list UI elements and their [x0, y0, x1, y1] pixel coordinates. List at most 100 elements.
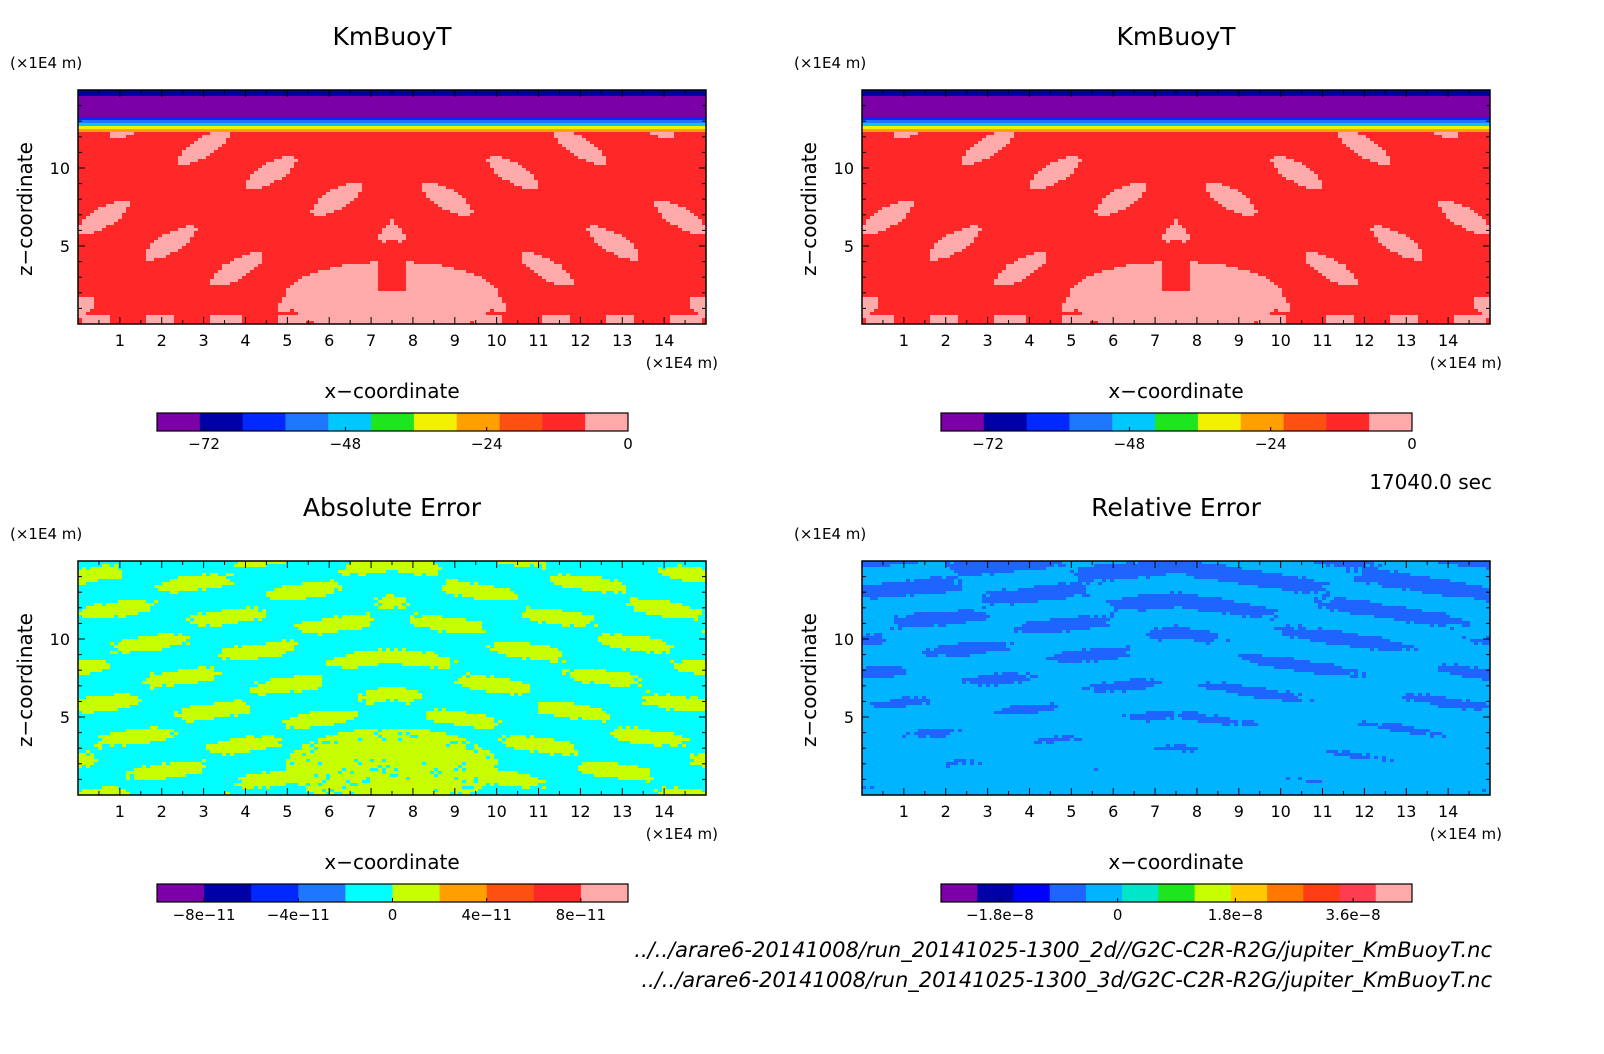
heatmap-cell	[126, 744, 207, 748]
heatmap-cell	[686, 696, 691, 700]
heatmap-cell	[266, 612, 367, 616]
heatmap-cell	[862, 108, 1491, 112]
heatmap-cell	[1270, 159, 1295, 163]
heatmap-cell	[918, 735, 927, 739]
heatmap-cell	[1090, 321, 1099, 325]
heatmap-cell	[190, 642, 267, 646]
heatmap-cell	[982, 606, 987, 610]
heatmap-cell	[1238, 582, 1331, 586]
heatmap-cell	[630, 258, 639, 262]
heatmap-cell	[130, 792, 227, 796]
heatmap-cell	[514, 591, 603, 595]
heatmap-cell	[658, 570, 707, 574]
heatmap-cell	[862, 687, 1083, 691]
heatmap-cell	[182, 246, 603, 250]
heatmap-cell	[274, 159, 299, 163]
heatmap-cell	[474, 744, 479, 748]
heatmap-cell	[878, 297, 1067, 301]
heatmap-cell	[198, 666, 207, 670]
heatmap-cell	[134, 768, 203, 772]
heatmap-cell	[674, 786, 679, 790]
heatmap-cell	[1422, 252, 1491, 256]
heatmap-cell	[574, 678, 635, 682]
colorbar-segment	[1326, 413, 1370, 431]
heatmap-cell	[1102, 270, 1163, 274]
heatmap-cell	[406, 261, 415, 265]
heatmap-cell	[130, 201, 319, 205]
heatmap-cell	[942, 576, 947, 580]
heatmap-cell	[518, 693, 523, 697]
heatmap-cell	[662, 744, 671, 748]
heatmap-cell	[1430, 735, 1435, 739]
chart-title: KmBuoyT	[332, 22, 452, 51]
heatmap-cell	[674, 135, 707, 139]
heatmap-cell	[930, 318, 959, 322]
heatmap-cell	[1438, 666, 1471, 670]
heatmap-cell	[486, 714, 555, 718]
heatmap-cell	[542, 621, 547, 625]
x-axis-unit: (×1E4 m)	[1430, 354, 1502, 372]
heatmap-cell	[862, 141, 979, 145]
heatmap-cell	[78, 588, 159, 592]
heatmap-cell	[862, 273, 999, 277]
heatmap-cell	[602, 150, 707, 154]
colorbar-segment	[499, 413, 543, 431]
heatmap-cell	[250, 252, 263, 256]
heatmap-cell	[1470, 699, 1491, 703]
heatmap-cell	[78, 249, 147, 253]
chart-panel-4: Relative Error(×1E4 m)(×1E4 m)1 2 3 4 5 6 7 8 9 1…	[794, 493, 1502, 924]
heatmap-cell	[214, 717, 291, 721]
heatmap-cell	[702, 219, 707, 223]
heatmap-cell	[926, 648, 931, 652]
heatmap-cell	[530, 735, 535, 739]
colorbar-segment	[1122, 884, 1159, 902]
heatmap-cell	[86, 216, 123, 220]
heatmap-cell	[358, 192, 427, 196]
heatmap-cell	[986, 135, 1015, 139]
heatmap-cell	[862, 654, 927, 658]
heatmap-cell	[510, 159, 587, 163]
heatmap-cell	[934, 648, 1011, 652]
heatmap-cell	[862, 576, 931, 580]
heatmap-cell	[990, 684, 995, 688]
heatmap-cell	[378, 729, 383, 733]
heatmap-cell	[434, 651, 499, 655]
heatmap-cell	[1146, 633, 1219, 637]
heatmap-cell	[538, 621, 543, 625]
heatmap-cell	[862, 96, 1491, 100]
heatmap-cell	[1162, 276, 1191, 280]
heatmap-cell	[486, 630, 703, 634]
heatmap-cell	[246, 273, 311, 277]
heatmap-cell	[166, 777, 239, 781]
heatmap-cell	[290, 756, 487, 760]
heatmap-cell	[286, 651, 355, 655]
heatmap-cell	[946, 561, 951, 565]
heatmap-cell	[134, 132, 211, 136]
heatmap-cell	[1234, 723, 1239, 727]
heatmap-cell	[1314, 561, 1375, 565]
heatmap-cell	[406, 606, 527, 610]
heatmap-cell	[362, 186, 423, 190]
heatmap-cell	[1202, 561, 1315, 565]
heatmap-cell	[94, 306, 279, 310]
heatmap-cell	[1466, 582, 1491, 586]
heatmap-cell	[638, 597, 707, 601]
heatmap-cell	[86, 606, 151, 610]
heatmap-cell	[78, 747, 99, 751]
heatmap-cell	[78, 225, 107, 229]
heatmap-cell	[538, 750, 579, 754]
heatmap-cell	[330, 267, 379, 271]
heatmap-cell	[1486, 321, 1491, 325]
heatmap-cell	[486, 312, 699, 316]
heatmap-cell	[666, 651, 671, 655]
heatmap-cell	[358, 195, 427, 199]
heatmap-cell	[1274, 627, 1295, 631]
heatmap-cell	[1094, 615, 1099, 619]
chart-title: Absolute Error	[303, 493, 482, 522]
heatmap-cell	[422, 693, 511, 697]
colorbar-segment	[1230, 884, 1268, 902]
heatmap-cell	[1162, 681, 1207, 685]
heatmap-cell	[522, 657, 527, 661]
heatmap-cell	[954, 579, 959, 583]
heatmap-cell	[982, 228, 1167, 232]
